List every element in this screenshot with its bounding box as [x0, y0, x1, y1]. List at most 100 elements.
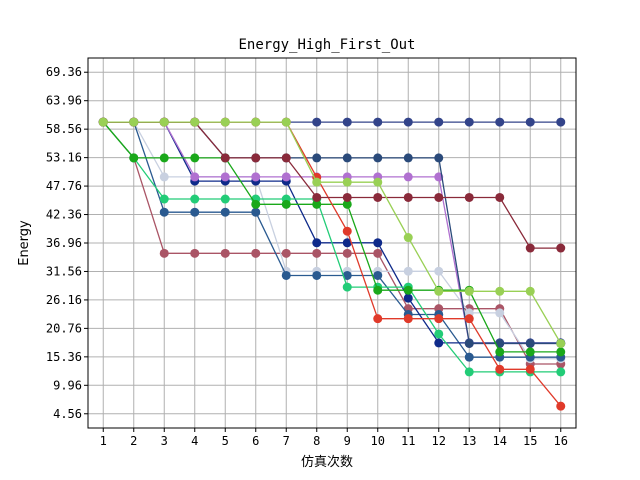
data-point — [312, 270, 322, 280]
x-tick-label: 3 — [161, 434, 168, 448]
data-point — [159, 153, 169, 163]
data-point — [190, 248, 200, 258]
data-point — [312, 177, 322, 187]
series-line — [103, 121, 561, 358]
x-axis: 1 2 3 4 5 6 7 8 9 10 11 12 13 14 15 16 — [100, 428, 568, 448]
x-tick-label: 2 — [130, 434, 137, 448]
data-point — [464, 352, 474, 362]
data-point — [434, 266, 444, 276]
data-point — [373, 285, 383, 295]
x-tick-label: 14 — [493, 434, 507, 448]
data-point — [403, 172, 413, 182]
data-point — [251, 117, 261, 127]
data-point — [159, 117, 169, 127]
chart-title: Energy_High_First_Out — [238, 37, 415, 53]
data-point — [556, 338, 566, 348]
data-point — [312, 238, 322, 248]
series-2 — [98, 117, 566, 364]
data-point — [403, 293, 413, 303]
data-point — [373, 177, 383, 187]
y-tick-label: 26.16 — [46, 293, 82, 307]
series-line — [103, 121, 561, 345]
x-tick-label: 13 — [462, 434, 476, 448]
data-point — [312, 192, 322, 202]
data-point — [403, 117, 413, 127]
data-point — [556, 367, 566, 377]
data-point — [220, 248, 230, 258]
data-point — [342, 282, 352, 292]
data-point — [464, 314, 474, 324]
series-line — [102, 121, 561, 373]
data-point — [434, 192, 444, 202]
series-line — [103, 121, 561, 344]
data-point — [159, 248, 169, 258]
data-point — [495, 308, 505, 318]
data-point — [464, 192, 474, 202]
y-tick-label: 58.56 — [46, 122, 82, 136]
data-point — [190, 117, 200, 127]
data-point — [220, 194, 230, 204]
x-tick-label: 16 — [554, 434, 568, 448]
x-tick-label: 5 — [222, 434, 229, 448]
x-tick-label: 10 — [371, 434, 385, 448]
data-point — [342, 238, 352, 248]
data-point — [98, 117, 108, 127]
data-point — [251, 199, 261, 209]
data-point — [403, 153, 413, 163]
data-point — [312, 199, 322, 209]
data-point — [220, 153, 230, 163]
series-10 — [98, 117, 566, 411]
y-axis-label: Energy — [17, 220, 32, 266]
data-point — [190, 153, 200, 163]
y-tick-label: 53.16 — [46, 151, 82, 165]
data-point — [434, 338, 444, 348]
data-point — [342, 192, 352, 202]
series-group — [98, 117, 566, 411]
y-axis: 4.56 9.96 15.36 20.76 26.16 31.56 36.96 42.36 47… — [46, 65, 88, 421]
data-point — [281, 248, 291, 258]
y-tick-label: 31.56 — [46, 264, 82, 278]
data-point — [220, 207, 230, 217]
data-point — [312, 117, 322, 127]
data-point — [342, 226, 352, 236]
data-point — [251, 207, 261, 217]
data-point — [495, 286, 505, 296]
x-tick-label: 7 — [283, 434, 290, 448]
x-tick-label: 11 — [401, 434, 415, 448]
data-point — [434, 329, 444, 339]
data-point — [495, 338, 505, 348]
series-line — [103, 121, 561, 249]
data-point — [342, 270, 352, 280]
data-point — [342, 248, 352, 258]
data-point — [342, 153, 352, 163]
data-point — [190, 207, 200, 217]
data-point — [464, 117, 474, 127]
data-point — [281, 199, 291, 209]
data-point — [342, 117, 352, 127]
data-point — [434, 286, 444, 296]
data-point — [556, 243, 566, 253]
data-point — [403, 314, 413, 324]
data-point — [281, 117, 291, 127]
y-tick-label: 42.36 — [46, 208, 82, 222]
data-point — [129, 153, 139, 163]
y-tick-label: 69.36 — [46, 65, 82, 79]
data-point — [281, 172, 291, 182]
y-tick-label: 4.56 — [53, 407, 82, 421]
data-point — [525, 338, 535, 348]
x-tick-label: 4 — [191, 434, 198, 448]
y-tick-label: 36.96 — [46, 236, 82, 250]
data-point — [129, 117, 139, 127]
data-point — [556, 401, 566, 411]
data-point — [373, 270, 383, 280]
data-point — [403, 285, 413, 295]
data-point — [312, 248, 322, 258]
data-point — [556, 117, 566, 127]
x-tick-label: 1 — [100, 434, 107, 448]
data-point — [403, 233, 413, 243]
data-point — [403, 266, 413, 276]
series-line — [103, 121, 562, 407]
data-point — [281, 153, 291, 163]
data-point — [373, 153, 383, 163]
data-point — [220, 117, 230, 127]
